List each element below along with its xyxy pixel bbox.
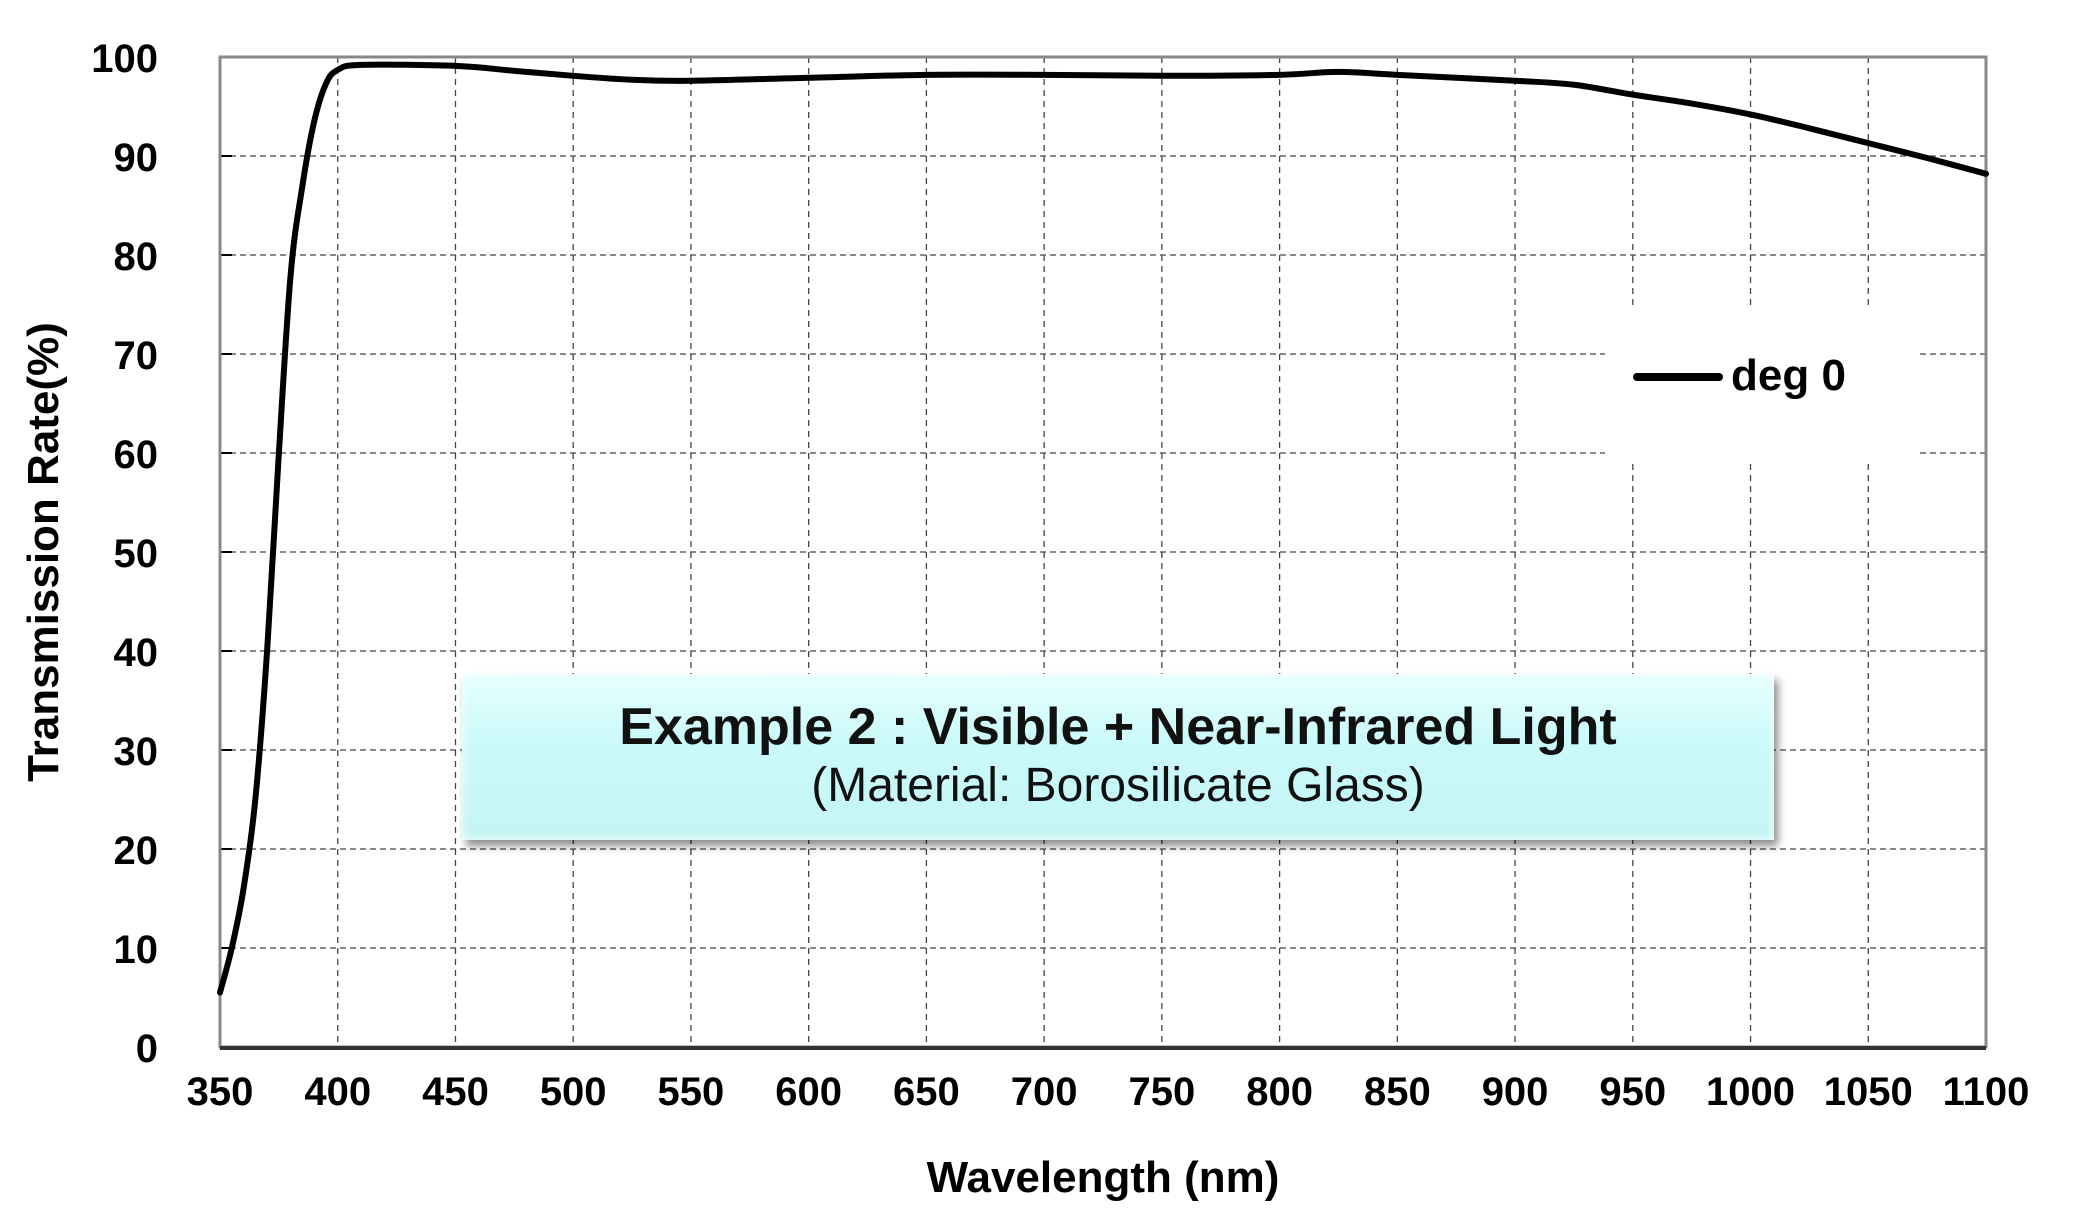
y-tick-label: 10	[114, 928, 159, 972]
x-tick-label: 1050	[1824, 1070, 1913, 1114]
grid	[220, 57, 1986, 1047]
y-tick-label: 70	[114, 334, 159, 378]
y-tick-label: 20	[114, 829, 159, 873]
y-tick-label: 90	[114, 136, 159, 180]
y-tick-label: 30	[114, 730, 159, 774]
x-tick-label: 1000	[1706, 1070, 1795, 1114]
legend: deg 0	[1605, 305, 1920, 460]
y-tick-label: 40	[114, 631, 159, 675]
annotation-title: Example 2 : Visible + Near-Infrared Ligh…	[619, 698, 1617, 756]
legend-label: deg 0	[1731, 351, 1846, 400]
y-tick-label: 0	[136, 1027, 158, 1071]
series-line-deg0	[217, 61, 1989, 996]
x-tick-label: 700	[1011, 1070, 1078, 1114]
y-tick-label: 60	[114, 433, 159, 477]
y-tick-label: 80	[114, 235, 159, 279]
x-tick-label: 1100	[1943, 1070, 2030, 1114]
x-tick-label: 450	[422, 1070, 489, 1114]
x-tick-label: 950	[1599, 1070, 1666, 1114]
x-tick-label: 350	[187, 1070, 254, 1114]
x-tick-label: 750	[1128, 1070, 1195, 1114]
axes	[218, 55, 1988, 1050]
x-tick-label: 500	[540, 1070, 607, 1114]
x-tick-label: 650	[893, 1070, 960, 1114]
x-axis-title: Wavelength (nm)	[927, 1153, 1280, 1202]
x-tick-label: 550	[658, 1070, 725, 1114]
y-axis-title: Transmission Rate(%)	[19, 322, 68, 782]
x-tick-label: 900	[1482, 1070, 1549, 1114]
annotation-box: Example 2 : Visible + Near-Infrared Ligh…	[462, 674, 1774, 840]
x-tick-label: 600	[775, 1070, 842, 1114]
tick-labels: 350 400 450 500 550 600 650 700 750 800 850 900 950 1…	[91, 37, 2029, 1114]
x-tick-label: 400	[304, 1070, 371, 1114]
x-tick-label: 800	[1246, 1070, 1313, 1114]
annotation-subtitle: (Material: Borosilicate Glass)	[811, 759, 1425, 812]
x-tick-label: 850	[1364, 1070, 1431, 1114]
legend-line-swatch	[1633, 373, 1723, 381]
y-tick-label: 50	[114, 532, 159, 576]
y-tick-label: 100	[91, 37, 158, 81]
